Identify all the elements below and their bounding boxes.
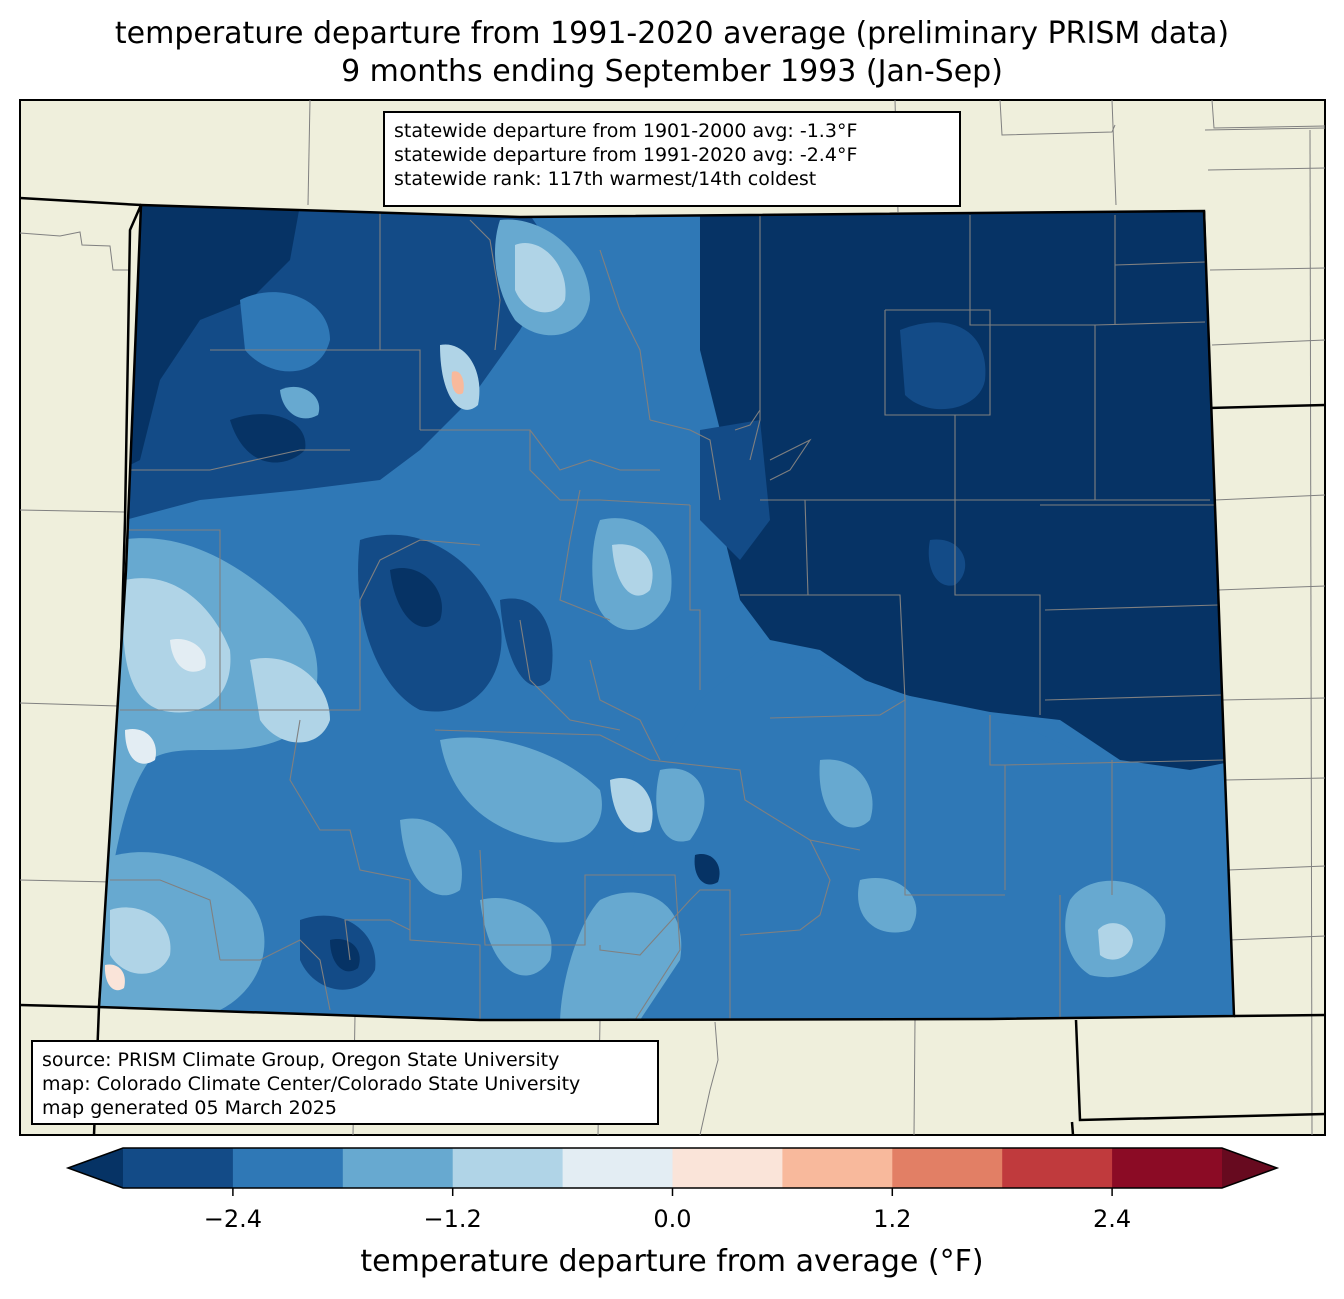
colorbar-tick-label: 2.4 [1093, 1205, 1132, 1233]
colorbar-tick-label: 1.2 [873, 1205, 912, 1233]
colorbar-segment [1112, 1148, 1223, 1188]
colorbar-tick-label: −1.2 [423, 1205, 482, 1233]
colorbar-tick-label: 0.0 [653, 1205, 692, 1233]
colorbar-segment [232, 1148, 344, 1188]
chart-title-line1: temperature departure from 1991-2020 ave… [114, 16, 1230, 51]
colorbar-over-arrow [1222, 1148, 1277, 1188]
colorbar-segment [1002, 1148, 1113, 1188]
colorbar-segment [562, 1148, 673, 1188]
colorbar-under-arrow [68, 1148, 123, 1188]
colorbar-outline [65, 1147, 1280, 1189]
colorbar-segment [123, 1148, 234, 1188]
stats-line-1901-2000: statewide departure from 1901-2000 avg: … [394, 120, 858, 142]
colorbar-segment [342, 1148, 454, 1188]
colorbar-segment [452, 1148, 564, 1188]
chart-title-line2: 9 months ending September 1993 (Jan-Sep) [341, 54, 1003, 89]
neighbor-county-lines [19, 99, 1326, 1136]
colorbar-label: temperature departure from average (°F) [360, 1244, 984, 1279]
colorbar-tick-label: −2.4 [203, 1205, 263, 1233]
source-line-prism: source: PRISM Climate Group, Oregon Stat… [42, 1049, 560, 1071]
county-lines [110, 210, 1226, 1020]
source-box: source: PRISM Climate Group, Oregon Stat… [31, 1040, 659, 1125]
source-line-map: map: Colorado Climate Center/Colorado St… [42, 1073, 581, 1095]
colorbar-segment [892, 1148, 1003, 1188]
departure-field [99, 205, 1234, 1020]
source-line-generated: map generated 05 March 2025 [42, 1097, 337, 1119]
stats-line-rank: statewide rank: 117th warmest/14th colde… [394, 168, 817, 190]
statewide-stats-box: statewide departure from 1901-2000 avg: … [383, 111, 961, 207]
colorbar-segment [782, 1148, 893, 1188]
stats-line-1991-2020: statewide departure from 1991-2020 avg: … [394, 144, 858, 166]
colorado-border [97, 203, 1236, 1022]
colorbar-segment [672, 1148, 783, 1188]
colorbar [65, 1147, 1280, 1196]
